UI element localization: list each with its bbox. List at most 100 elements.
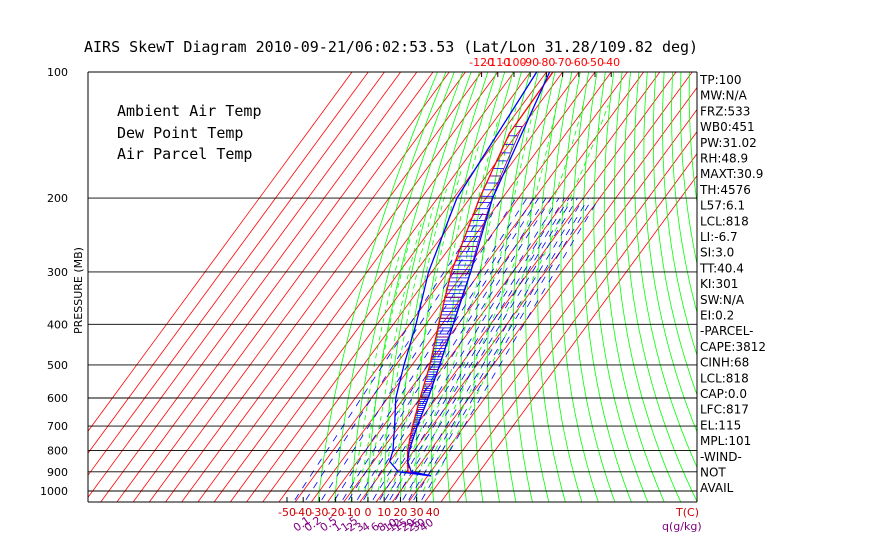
isotherm-line bbox=[229, 72, 547, 502]
mixing-ratio-line bbox=[372, 197, 560, 501]
dry-adiabat-line bbox=[614, 72, 682, 502]
dry-adiabat-line bbox=[624, 72, 697, 502]
top-temp-tick-label: -110 bbox=[485, 56, 510, 69]
stat-label: FRZ:533 bbox=[700, 104, 750, 118]
isotherm-line bbox=[343, 72, 661, 502]
moist-adiabat-line bbox=[370, 206, 434, 492]
stat-label: WB0:451 bbox=[700, 120, 755, 134]
pressure-tick-label: 800 bbox=[47, 444, 68, 457]
stat-label: NOT bbox=[700, 466, 726, 480]
stat-label: PW:31.02 bbox=[700, 136, 757, 150]
dry-adiabat-line bbox=[383, 72, 472, 502]
isotherm-line bbox=[132, 72, 450, 502]
cape-area bbox=[407, 126, 523, 469]
isotherm-line bbox=[116, 72, 434, 502]
stat-label: CINH:68 bbox=[700, 356, 749, 370]
isotherm-line bbox=[88, 72, 369, 454]
mixing-ratio-line bbox=[389, 197, 574, 501]
stat-label: LI:-6.7 bbox=[700, 230, 738, 244]
parcel-temp-line bbox=[406, 72, 551, 477]
mixing-ratio-line bbox=[384, 197, 570, 501]
top-temp-tick-label: -120 bbox=[469, 56, 494, 69]
mixing-unit-label: q(g/kg) bbox=[662, 520, 702, 533]
mixing-ratio-lines bbox=[294, 197, 600, 501]
moist-adiabat-line bbox=[416, 105, 558, 492]
isotherm-line bbox=[148, 72, 466, 502]
dry-adiabat-line bbox=[549, 72, 583, 502]
pressure-tick-label: 1000 bbox=[40, 485, 68, 498]
moist-adiabat-line bbox=[357, 238, 411, 492]
moist-adiabats bbox=[351, 105, 609, 492]
isotherm-line bbox=[181, 72, 499, 502]
legend: Ambient Air Temp Dew Point Temp Air Parc… bbox=[117, 102, 262, 163]
stat-label: TH:4576 bbox=[699, 183, 751, 197]
moist-adiabat-line bbox=[429, 105, 609, 492]
stat-label: TP:100 bbox=[699, 73, 742, 87]
isotherm-line bbox=[294, 72, 612, 502]
axes: -120-110-100-90-80-70-60-50-40-50-40-30-… bbox=[87, 56, 702, 534]
isotherm-line bbox=[359, 72, 677, 502]
dry-adiabat-line bbox=[652, 72, 697, 396]
top-temp-tick-label: -60 bbox=[570, 56, 588, 69]
isotherms bbox=[88, 72, 697, 502]
isotherm-line bbox=[100, 72, 418, 502]
dry-adiabat-line bbox=[334, 72, 447, 502]
y-axis-label: PRESSURE (MB) bbox=[72, 247, 85, 334]
moist-adiabat-line bbox=[390, 145, 479, 492]
stat-label: TT:40.4 bbox=[699, 261, 744, 275]
top-temp-tick-label: -70 bbox=[554, 56, 572, 69]
bottom-temp-tick-label: -10 bbox=[343, 506, 361, 519]
dry-adiabats bbox=[317, 72, 697, 502]
isotherm-line bbox=[375, 72, 693, 502]
isotherm-line bbox=[197, 72, 515, 502]
bottom-temp-tick-label: 0 bbox=[365, 506, 372, 519]
legend-ambient: Ambient Air Temp bbox=[117, 102, 262, 120]
dry-adiabat-line bbox=[350, 72, 455, 502]
top-temp-tick-label: -40 bbox=[602, 56, 620, 69]
isotherm-line bbox=[88, 72, 353, 432]
stat-label: LFC:817 bbox=[700, 403, 749, 417]
pressure-tick-label: 700 bbox=[47, 420, 68, 433]
dry-adiabat-line bbox=[582, 72, 632, 502]
dry-adiabat-line bbox=[603, 72, 665, 502]
dry-adiabat-line bbox=[662, 72, 697, 357]
mixing-ratio-line bbox=[342, 197, 535, 501]
bottom-temp-tick-label: 30 bbox=[410, 506, 424, 519]
stat-label: AVAIL bbox=[700, 481, 734, 495]
isotherm-line bbox=[246, 72, 564, 502]
legend-parcel: Air Parcel Temp bbox=[117, 145, 252, 163]
moist-adiabat-line bbox=[409, 105, 535, 492]
pressure-tick-label: 100 bbox=[47, 66, 68, 79]
moist-adiabat-line bbox=[383, 168, 462, 492]
dry-adiabat-line bbox=[415, 72, 489, 502]
mixing-ratio-line bbox=[421, 197, 600, 501]
profiles bbox=[388, 72, 554, 477]
dry-adiabat-line bbox=[445, 72, 506, 502]
bottom-temp-tick-label: -30 bbox=[310, 506, 328, 519]
dewpoint-line bbox=[388, 72, 538, 477]
stat-label: RH:48.9 bbox=[700, 152, 748, 166]
bottom-temp-tick-label: -20 bbox=[327, 506, 345, 519]
top-temp-tick-label: -90 bbox=[521, 56, 539, 69]
dry-adiabat-line bbox=[537, 72, 566, 502]
stat-label: LCL:818 bbox=[700, 371, 749, 385]
isotherm-line bbox=[262, 72, 580, 502]
dry-adiabat-line bbox=[473, 72, 522, 502]
stat-label: CAPE:3812 bbox=[700, 340, 766, 354]
pressure-levels: 100 200 300 400 500 600 700 800 900 1000 bbox=[40, 66, 697, 498]
stat-label: EL:115 bbox=[700, 418, 741, 432]
mixing-ratio-line bbox=[413, 197, 593, 501]
top-temp-tick-label: -100 bbox=[502, 56, 527, 69]
moist-adiabat-line bbox=[351, 252, 401, 492]
temp-unit-label: T(C) bbox=[675, 506, 699, 519]
bottom-temp-tick-label: 10 bbox=[377, 506, 391, 519]
chart-title: AIRS SkewT Diagram 2010-09-21/06:02:53.5… bbox=[84, 38, 698, 56]
dry-adiabat-line bbox=[671, 72, 697, 314]
stat-label: KI:301 bbox=[700, 277, 738, 291]
dry-adiabat-line bbox=[593, 72, 649, 502]
stat-label: CAP:0.0 bbox=[700, 387, 747, 401]
moist-adiabat-line bbox=[377, 188, 447, 492]
pressure-tick-label: 300 bbox=[47, 266, 68, 279]
